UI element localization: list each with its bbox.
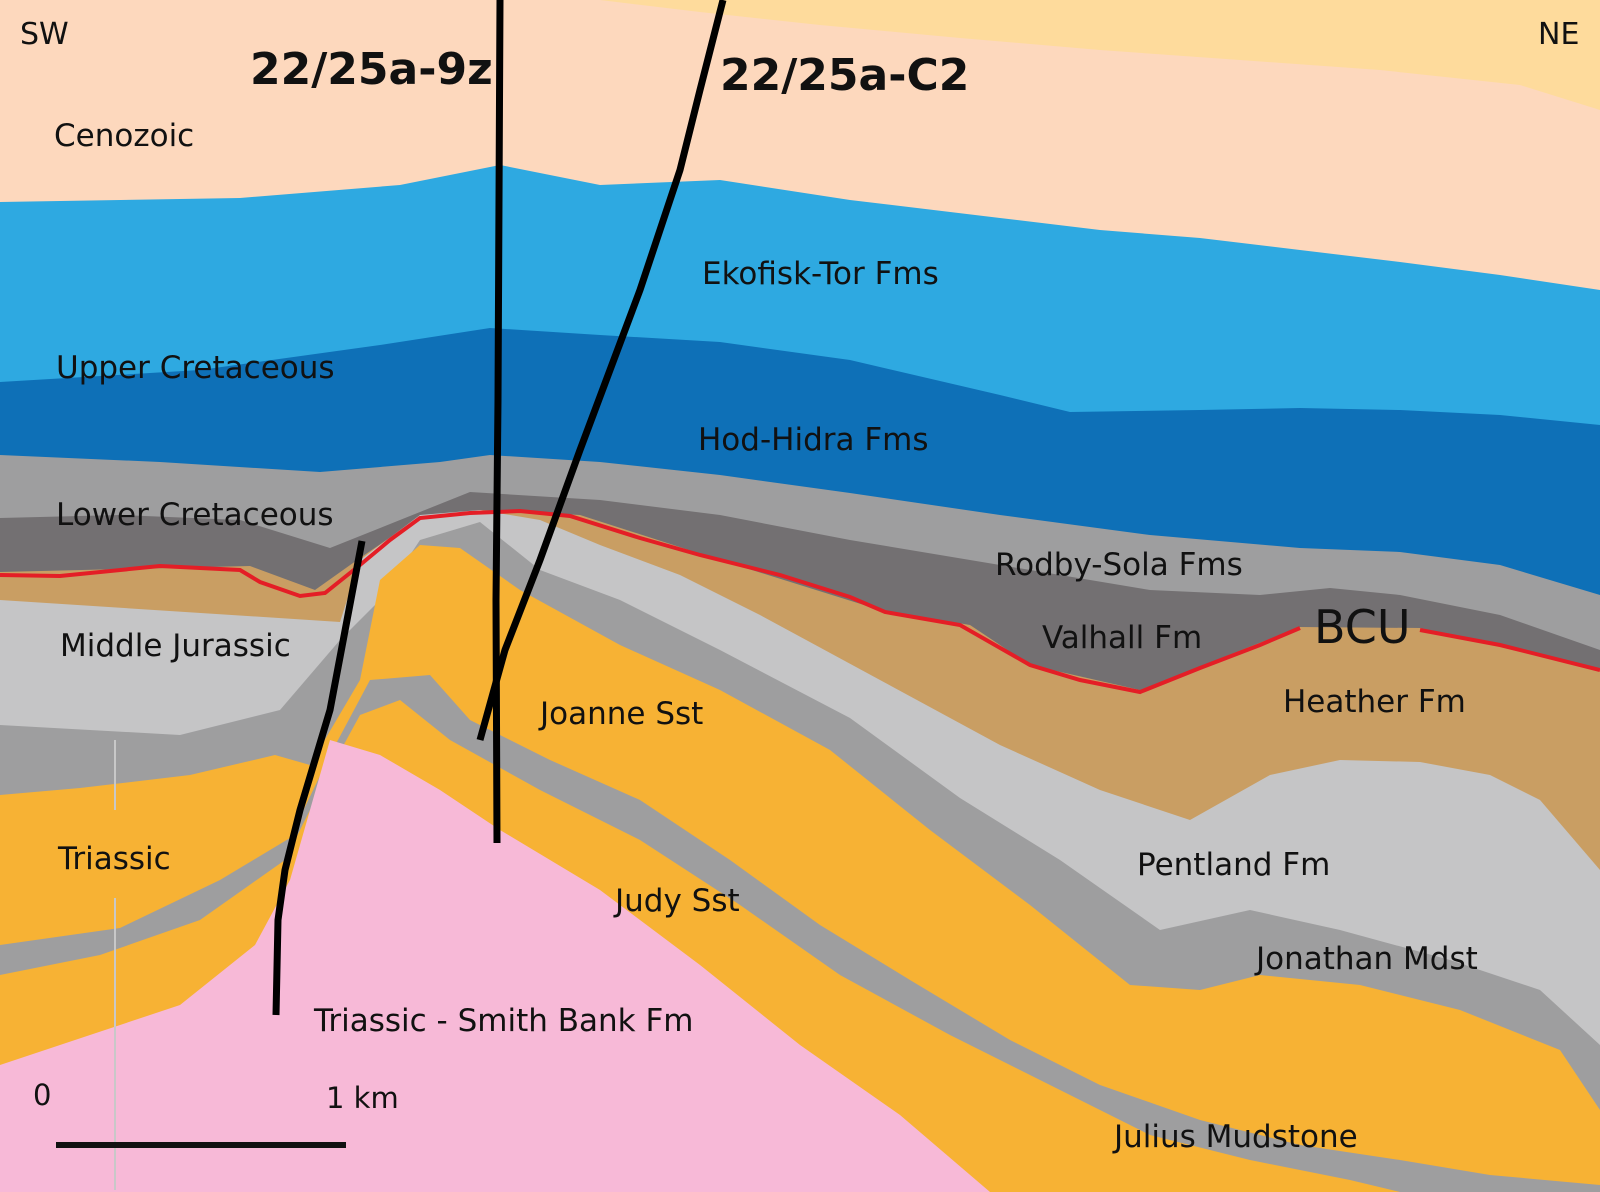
well-22-25a-9z-trajectory [492,0,504,844]
orientation-ne-label: NE [1538,17,1579,52]
pentland-label: Pentland Fm [1137,847,1330,883]
cenozoic-label: Cenozoic [54,118,194,154]
upper-cretaceous-label: Upper Cretaceous [56,350,335,386]
hod-hidra-label: Hod-Hidra Fms [698,422,929,458]
ekofisk-tor-label: Ekofisk-Tor Fms [702,256,939,292]
orientation-sw-label: SW [20,17,69,52]
scale-bar-start-label: 0 [33,1078,51,1112]
triassic-label-backdrop [100,810,130,898]
heather-label: Heather Fm [1283,684,1466,720]
fault-line [272,540,366,1016]
smith-bank-label: Triassic - Smith Bank Fm [313,1003,693,1039]
well-22-25a-c2-label: 22/25a-C2 [720,50,969,101]
valhall-label: Valhall Fm [1042,620,1202,656]
triassic-label: Triassic [57,841,171,877]
smith-bank-layer [0,740,990,1192]
middle-jurassic-label: Middle Jurassic [60,628,291,664]
scale-bar-end-label: 1 km [326,1081,399,1115]
lower-cretaceous-label: Lower Cretaceous [56,497,334,533]
jonathan-label: Jonathan Mdst [1254,941,1478,977]
judy-label: Judy Sst [613,883,740,919]
cenozoic-upper-band [600,0,1600,110]
joanne-label: Joanne Sst [538,696,703,732]
julius-label: Julius Mudstone [1112,1119,1358,1155]
bcu-label: BCU [1314,600,1411,654]
well-22-25a-c2-trajectory [476,0,727,741]
well-22-25a-9z-label: 22/25a-9z [250,44,493,95]
bcu-line [0,508,1600,695]
rodby-sola-label: Rodby-Sola Fms [995,547,1243,583]
